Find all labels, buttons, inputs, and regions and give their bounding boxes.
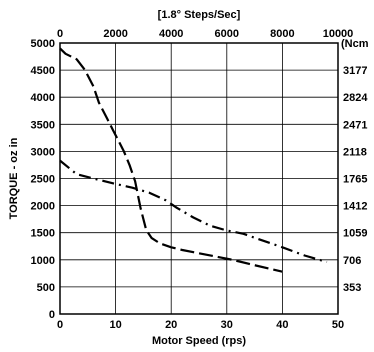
x-tick-label: 0: [57, 319, 63, 331]
right-axis-tick-label: 2824: [343, 92, 368, 104]
y-tick-label: 4500: [31, 65, 55, 77]
top-axis-tick-label: 4000: [159, 28, 183, 40]
y-tick-label: 0: [49, 309, 55, 321]
x-tick-label: 50: [332, 319, 344, 331]
y-tick-label: 3000: [31, 146, 55, 158]
top-axis-tick-label: 6000: [215, 28, 239, 40]
right-axis-tick-label: 353: [343, 282, 361, 294]
x-tick-label: 20: [165, 319, 177, 331]
y-tick-label: 500: [37, 282, 55, 294]
right-axis-tick-label: 1412: [343, 201, 367, 213]
right-axis-tick-label: 2471: [343, 119, 367, 131]
x-tick-label: 40: [276, 319, 288, 331]
x-tick-label: 10: [109, 319, 121, 331]
x-tick-label: 30: [221, 319, 233, 331]
right-axis-tick-label: 3177: [343, 65, 367, 77]
top-axis-tick-label: 0: [57, 28, 63, 40]
data-series: [59, 47, 328, 273]
tick-labels: 0 10 20 30 40 500 2000 4000 6000 8000 100000500100…: [31, 28, 369, 331]
y-tick-label: 3500: [31, 119, 55, 131]
top-axis-tick-label: 8000: [270, 28, 294, 40]
y-tick-label: 2000: [31, 201, 55, 213]
right-axis-unit-label: (Ncm: [341, 38, 369, 50]
right-axis-tick-label: 706: [343, 255, 361, 267]
right-axis-tick-label: 1765: [343, 174, 367, 186]
right-axis-tick-label: 1059: [343, 228, 367, 240]
plot-frame: [59, 42, 339, 315]
y-tick-label: 1500: [31, 228, 55, 240]
y-tick-label: 2500: [31, 174, 55, 186]
right-axis-tick-label: 2118: [343, 146, 367, 158]
torque-curve-dash-dot: [59, 159, 328, 264]
y-tick-label: 4000: [31, 92, 55, 104]
top-axis-tick-label: 10000: [323, 28, 354, 40]
y-axis-label: TORQUE - oz in: [8, 137, 20, 219]
y-tick-label: 5000: [31, 38, 55, 50]
top-axis-tick-label: 2000: [103, 28, 127, 40]
y-tick-label: 1000: [31, 255, 55, 267]
x-axis-label: Motor Speed (rps): [152, 335, 246, 347]
top-axis-label: [1.8° Steps/Sec]: [158, 9, 241, 21]
torque-curve-dashed: [59, 47, 283, 273]
